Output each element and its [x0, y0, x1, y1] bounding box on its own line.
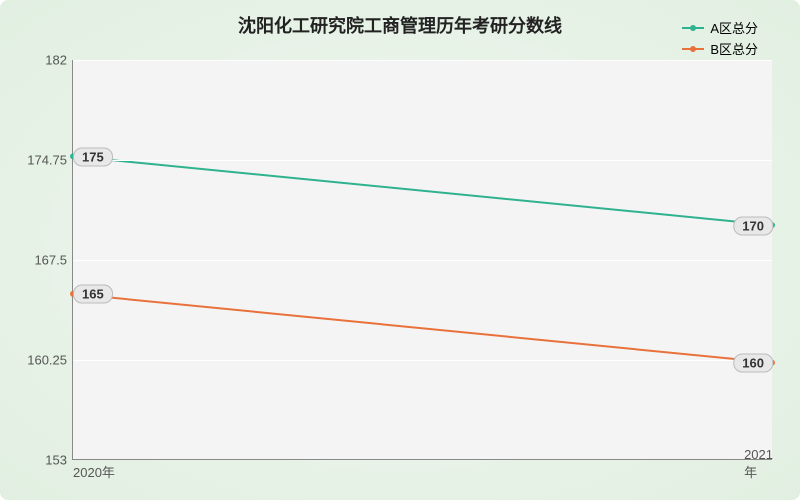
- gridline: [73, 360, 772, 361]
- series-line: [73, 156, 772, 225]
- series-line: [73, 294, 772, 363]
- legend-swatch-a: [682, 27, 704, 29]
- legend-item-b: B区总分: [682, 39, 758, 58]
- chart-title: 沈阳化工研究院工商管理历年考研分数线: [0, 12, 800, 38]
- y-axis-tick: 160.25: [13, 353, 67, 368]
- x-axis-tick: 2020年: [73, 462, 115, 481]
- legend-label-b: B区总分: [710, 39, 758, 58]
- y-axis-tick: 153: [13, 453, 67, 468]
- legend-item-a: A区总分: [682, 18, 758, 37]
- gridline: [73, 260, 772, 261]
- y-axis-tick: 182: [13, 53, 67, 68]
- data-label: 165: [73, 285, 113, 304]
- gridline: [73, 60, 772, 61]
- data-label: 160: [733, 354, 773, 373]
- data-label: 170: [733, 216, 773, 235]
- data-label: 175: [73, 147, 113, 166]
- legend: A区总分 B区总分: [682, 18, 758, 60]
- legend-label-a: A区总分: [710, 18, 758, 37]
- x-axis-tick: 2021年: [744, 447, 773, 481]
- legend-swatch-b: [682, 48, 704, 50]
- chart-container: 沈阳化工研究院工商管理历年考研分数线 A区总分 B区总分 153 160.25 16…: [0, 0, 800, 500]
- y-axis-tick: 174.75: [13, 153, 67, 168]
- gridline: [73, 160, 772, 161]
- plot-area: 153160.25167.5174.751822020年2021年1751701…: [72, 60, 772, 460]
- y-axis-tick: 167.5: [13, 253, 67, 268]
